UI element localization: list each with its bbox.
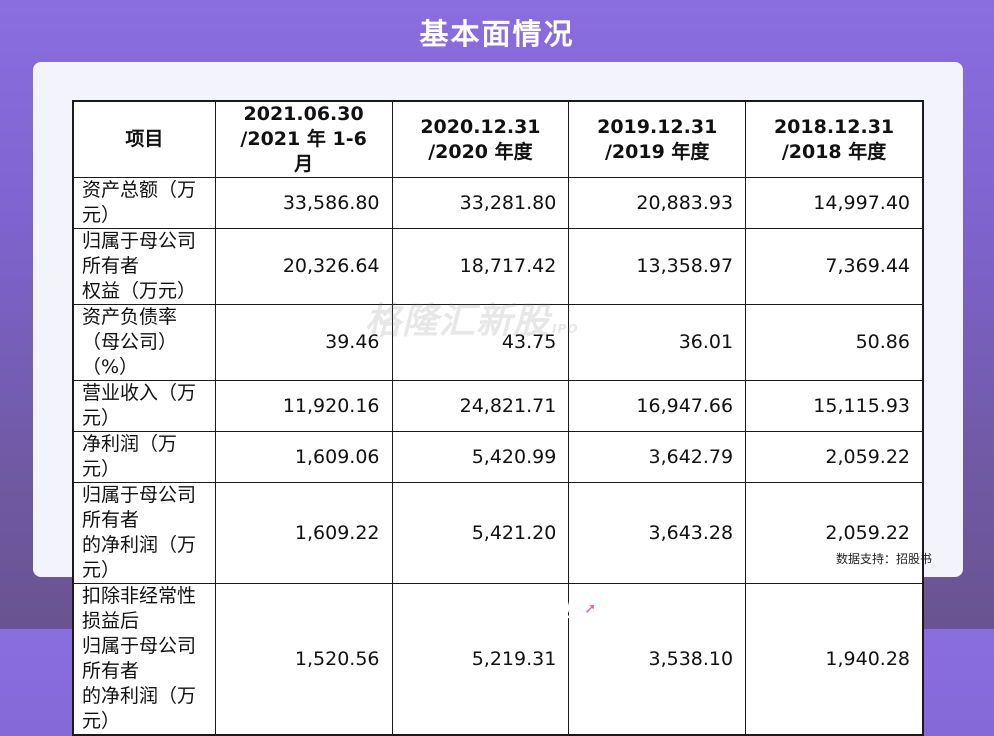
page-title: 基本面情况 [419, 17, 575, 51]
footer-brand: 格隆汇新股 [471, 595, 587, 622]
header-period-2018: 2018.12.31 /2018 年度 [745, 100, 924, 178]
table-header-row: 项目 2021.06.30 /2021 年 1-6 月 2020.12.31 /… [72, 100, 924, 178]
header-period-2020: 2020.12.31 /2020 年度 [391, 100, 570, 178]
header-period-range: /2020 年度 [428, 140, 533, 163]
content-card: 项目 2021.06.30 /2021 年 1-6 月 2020.12.31 /… [33, 62, 963, 736]
row-label-line: 营业收入（万元） [82, 382, 197, 429]
footer-tag: IPO [597, 601, 619, 615]
row-label-line: 归属于母公司所有者 [82, 484, 197, 531]
row-label-line: 的净利润（万元） [82, 534, 197, 581]
header-period-date: 2019.12.31 [597, 115, 718, 138]
table-row: 净利润（万元） 1,609.06 5,420.99 3,642.79 2,059… [72, 431, 924, 483]
table-row: 归属于母公司所有者 权益（万元） 20,326.64 18,717.42 13,… [72, 228, 924, 305]
financial-summary-table: 项目 2021.06.30 /2021 年 1-6 月 2020.12.31 /… [72, 100, 924, 736]
row-label-line: 资产负债率（母公司） [82, 306, 178, 353]
table-cell: 2,059.22 [745, 482, 924, 584]
table-cell: 36.01 [568, 304, 747, 381]
table-row: 归属于母公司所有者 的净利润（万元） 1,609.22 5,421.20 3,6… [72, 482, 924, 584]
header-period-range: /2019 年度 [604, 140, 710, 163]
row-label-line: 资产总额（万元） [82, 179, 197, 226]
row-label-line: 权益（万元） [82, 280, 197, 302]
footer-label: 图片制作： [375, 598, 461, 619]
table-cell: 13,358.97 [568, 228, 747, 305]
header-period-date: 2018.12.31 [773, 115, 895, 138]
footer-credit: 图片制作： 格隆汇新股➚IPO [0, 590, 994, 627]
table-row: 资产负债率（母公司） （%） 39.46 43.75 36.01 50.86 [72, 304, 924, 381]
header-period-date: 2021.06.30 [243, 103, 364, 125]
header-period-2021h1: 2021.06.30 /2021 年 1-6 月 [214, 100, 393, 178]
row-label-line: 净利润（万元） [82, 433, 178, 480]
table-row: 营业收入（万元） 11,920.16 24,821.71 16,947.66 1… [72, 380, 924, 432]
row-label: 归属于母公司所有者 权益（万元） [72, 228, 216, 305]
row-label-line: 归属于母公司所有者 [82, 635, 197, 682]
table-cell: 2,059.22 [745, 431, 924, 483]
table-cell: 20,883.93 [568, 177, 747, 229]
header-period-date: 2020.12.31 [420, 115, 541, 138]
row-label: 营业收入（万元） [72, 380, 216, 432]
table-cell: 24,821.71 [391, 380, 570, 432]
row-label: 资产总额（万元） [72, 177, 216, 229]
row-label: 资产负债率（母公司） （%） [72, 304, 216, 381]
table-cell: 5,421.20 [391, 482, 570, 584]
table-cell: 43.75 [391, 304, 570, 381]
table-cell: 7,369.44 [745, 228, 924, 305]
table-cell: 39.46 [214, 304, 393, 381]
table-cell: 11,920.16 [214, 380, 393, 432]
header-period-range: /2021 年 1-6 月 [240, 128, 367, 175]
table-cell: 1,609.06 [214, 431, 393, 483]
row-label-line: 归属于母公司所有者 [82, 230, 197, 277]
table-cell: 3,643.28 [568, 482, 747, 584]
row-label: 净利润（万元） [72, 431, 216, 483]
trend-arrow-icon: ➚ [584, 600, 597, 617]
table-cell: 3,642.79 [568, 431, 747, 483]
row-label-line: 的净利润（万元） [82, 685, 197, 732]
header-period-2019: 2019.12.31 /2019 年度 [568, 100, 747, 178]
header-period-range: /2018 年度 [781, 140, 887, 163]
row-label-line: （%） [82, 356, 139, 378]
table-cell: 14,997.40 [745, 177, 924, 229]
table-cell: 16,947.66 [568, 380, 747, 432]
table-row: 资产总额（万元） 33,586.80 33,281.80 20,883.93 1… [72, 177, 924, 229]
table-cell: 18,717.42 [391, 228, 570, 305]
brand-logo: 格隆汇新股➚IPO [471, 591, 618, 627]
table-cell: 33,586.80 [214, 177, 393, 229]
source-note: 数据支持：招股书 [835, 552, 932, 566]
table-cell: 20,326.64 [214, 228, 393, 305]
table-cell: 15,115.93 [745, 380, 924, 432]
table-cell: 5,420.99 [391, 431, 570, 483]
table-cell: 1,609.22 [214, 482, 393, 584]
row-label: 归属于母公司所有者 的净利润（万元） [72, 482, 216, 584]
row-label-line: 扣除非经常性损益后 [82, 585, 197, 632]
table-cell: 50.86 [745, 304, 924, 381]
table-cell: 33,281.80 [391, 177, 570, 229]
header-item: 项目 [72, 100, 216, 178]
